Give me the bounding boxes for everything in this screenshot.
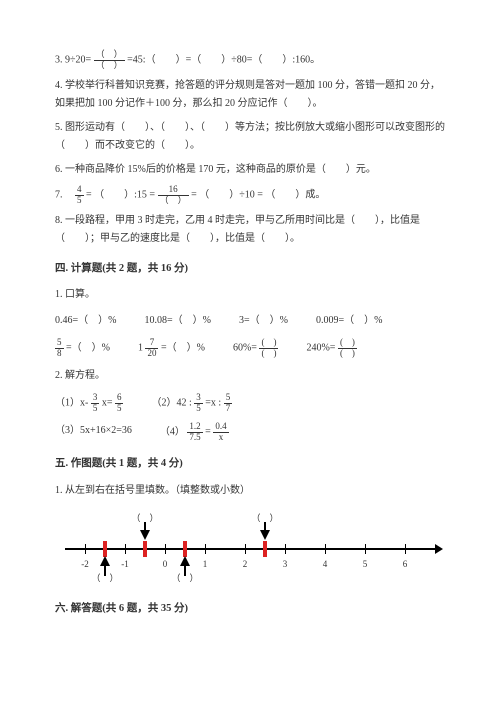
- section-4-title: 四. 计算题(共 2 题，共 16 分): [55, 260, 445, 279]
- tick: [245, 544, 246, 554]
- number-line-arrowhead: [435, 544, 443, 554]
- frac-6-5: 6 5: [115, 393, 124, 414]
- tick: [125, 544, 126, 554]
- calc-r1c2: 10.08=（ ）%: [144, 312, 210, 330]
- tick-label: 4: [323, 556, 328, 572]
- arrow-down-icon: [140, 530, 150, 540]
- red-marker: [263, 541, 267, 557]
- blank-paren: （ ）: [171, 570, 198, 586]
- q7-c: = （ ）÷10 = （ ）成。: [191, 189, 325, 200]
- question-3: 3. 9÷20= （ ） （ ） =45:（ ）=（ ）÷80=（ ）:160。: [55, 50, 445, 71]
- eq3: （3）5x+16×2=36: [55, 422, 132, 443]
- frac-5-8: 5 8: [55, 338, 64, 359]
- calc-row-1: 0.46=（ ）% 10.08=（ ）% 3=（ ）% 0.009=（ ）%: [55, 312, 445, 330]
- frac-5-7: 5 7: [224, 393, 233, 414]
- frac-blank: （ ） （ ）: [94, 50, 125, 71]
- eq1: （1）x- 3 5 x= 6 5: [55, 393, 123, 414]
- frac-7-20: 7 20: [145, 338, 158, 359]
- tick: [85, 544, 86, 554]
- blank-paren: （ ）: [131, 510, 158, 526]
- tick-label: 5: [363, 556, 368, 572]
- number-line: -2 -1 0 1 2 3 4 5 6 （ ） （ ） （ ） （ ）: [55, 508, 445, 588]
- red-marker: [143, 541, 147, 557]
- calc-r2c2: 1 7 20 =（ ）%: [138, 338, 205, 359]
- q3-text: 3. 9÷20=: [55, 55, 91, 66]
- tick-label: -1: [121, 556, 129, 572]
- eq-row-2: （3）5x+16×2=36 （4） 1.2 7.5 = 0.4 x: [55, 422, 445, 443]
- tick-label: 3: [283, 556, 288, 572]
- tick-label: 1: [203, 556, 208, 572]
- question-6: 6. 一种商品降价 15%后的价格是 170 元，这种商品的原价是（ ）元。: [55, 161, 445, 179]
- calc-r1c3: 3=（ ）%: [239, 312, 288, 330]
- calc-r2c4: 240%= ( ) ( ): [306, 338, 356, 359]
- section-4-sub2: 2. 解方程。: [55, 367, 445, 385]
- arrow-down-icon: [260, 530, 270, 540]
- calc-r2c3: 60%= ( ) ( ): [233, 338, 278, 359]
- calc-r1c4: 0.009=（ ）%: [316, 312, 382, 330]
- frac-4-5: 4 5: [75, 185, 84, 206]
- section-5-title: 五. 作图题(共 1 题，共 4 分): [55, 455, 445, 474]
- arrow-up-icon: [100, 556, 110, 566]
- q7-b: = （ ）:15 =: [86, 189, 158, 200]
- tick: [205, 544, 206, 554]
- frac-1.2-7.5: 1.2 7.5: [187, 422, 202, 443]
- q3-text-b: =45:（ ）=（ ）÷80=（ ）:160。: [127, 55, 320, 66]
- q7-a: 7.: [55, 189, 73, 200]
- tick: [325, 544, 326, 554]
- frac-blank-blank-3: ( ) ( ): [338, 338, 357, 359]
- question-4: 4. 学校举行科普知识竞赛，抢答题的评分规则是答对一题加 100 分，答错一题扣…: [55, 77, 445, 113]
- tick: [405, 544, 406, 554]
- calc-row-2: 5 8 =（ ）% 1 7 20 =（ ）% 60%= ( ) ( ) 240%…: [55, 338, 445, 359]
- section-4-sub1: 1. 口算。: [55, 286, 445, 304]
- blank-paren: （ ）: [251, 510, 278, 526]
- tick: [365, 544, 366, 554]
- blank-paren: （ ）: [91, 570, 118, 586]
- eq2: （2）42 : 3 5 =x : 5 7: [151, 393, 232, 414]
- number-line-axis: [65, 548, 435, 550]
- tick: [165, 544, 166, 554]
- question-7: 7. 4 5 = （ ）:15 = 16 （ ） = （ ）÷10 = （ ）成…: [55, 185, 445, 206]
- frac-3-5b: 3 5: [194, 393, 203, 414]
- tick-label: 0: [163, 556, 168, 572]
- question-8: 8. 一段路程，甲用 3 时走完，乙用 4 时走完，甲与乙所用时间比是（ ），比…: [55, 212, 445, 248]
- tick-label: 2: [243, 556, 248, 572]
- eq-row-1: （1）x- 3 5 x= 6 5 （2）42 : 3 5 =x : 5 7: [55, 393, 445, 414]
- frac-0.4-x: 0.4 x: [213, 422, 228, 443]
- question-5: 5. 图形运动有（ ）、（ ）、（ ）等方法；按比例放大或缩小图形可以改变图形的…: [55, 119, 445, 155]
- eq4: （4） 1.2 7.5 = 0.4 x: [160, 422, 229, 443]
- tick-label: -2: [81, 556, 89, 572]
- frac-3-5: 3 5: [91, 393, 100, 414]
- section-6-title: 六. 解答题(共 6 题，共 35 分): [55, 600, 445, 619]
- calc-r1c1: 0.46=（ ）%: [55, 312, 116, 330]
- tick-label: 6: [403, 556, 408, 572]
- arrow-up-icon: [180, 556, 190, 566]
- frac-16-blank: 16 （ ）: [158, 185, 189, 206]
- red-marker: [183, 541, 187, 557]
- calc-r2c1: 5 8 =（ ）%: [55, 338, 110, 359]
- section-5-sub1: 1. 从左到右在括号里填数。（填整数或小数）: [55, 482, 445, 500]
- red-marker: [103, 541, 107, 557]
- frac-blank-blank-2: ( ) ( ): [259, 338, 278, 359]
- tick: [285, 544, 286, 554]
